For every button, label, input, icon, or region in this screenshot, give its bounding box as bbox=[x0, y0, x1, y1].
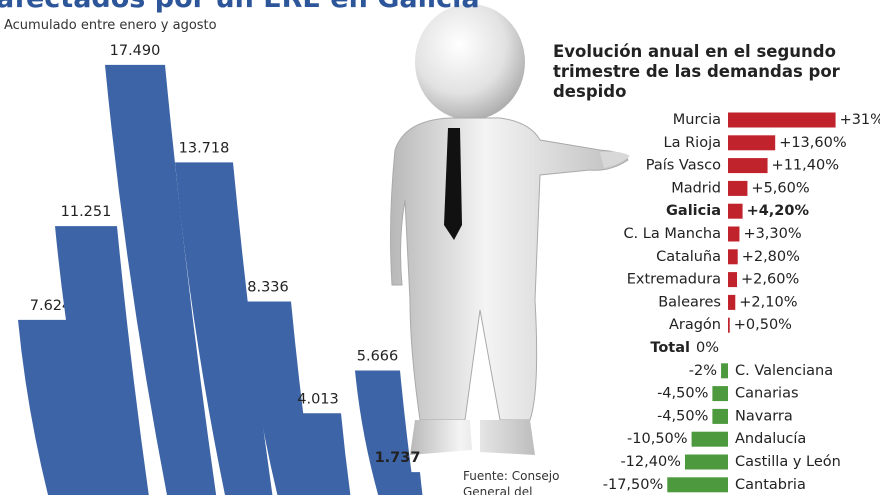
bar bbox=[728, 180, 748, 196]
bar bbox=[728, 317, 730, 333]
value-label: +2,80% bbox=[742, 249, 800, 265]
category-label: Navarra bbox=[735, 408, 793, 424]
category-label: Galicia bbox=[666, 203, 721, 219]
category-label: La Rioja bbox=[664, 135, 721, 151]
category-label: Andalucía bbox=[735, 431, 806, 447]
category-label: C. Valenciana bbox=[735, 363, 833, 379]
bar bbox=[728, 135, 776, 151]
category-label: Murcia bbox=[673, 112, 721, 128]
bar bbox=[375, 472, 423, 495]
bar bbox=[245, 301, 314, 495]
value-label: -4,50% bbox=[657, 386, 708, 402]
chart-title: Evolución anual en el segundo trimestre … bbox=[553, 42, 840, 101]
bar bbox=[728, 226, 740, 242]
chart-subtitle: Acumulado entre enero y agosto bbox=[4, 18, 217, 33]
value-label: -2% bbox=[689, 363, 717, 379]
bar bbox=[667, 477, 728, 493]
bar bbox=[728, 112, 836, 128]
category-label: Castilla y León bbox=[735, 454, 841, 470]
bar bbox=[728, 272, 738, 288]
value-label: 1.737 bbox=[375, 450, 421, 466]
value-label: +4,20% bbox=[747, 203, 810, 219]
category-label: Baleares bbox=[658, 294, 721, 310]
bar bbox=[55, 226, 149, 495]
category-label: C. La Mancha bbox=[623, 226, 721, 242]
value-label: 13.718 bbox=[179, 140, 230, 156]
category-label: País Vasco bbox=[646, 158, 721, 174]
value-label: -10,50% bbox=[627, 431, 688, 447]
value-label: 17.490 bbox=[110, 43, 161, 59]
value-label: +5,60% bbox=[751, 180, 809, 196]
figure bbox=[390, 4, 630, 455]
value-label: +3,30% bbox=[743, 226, 801, 242]
bar bbox=[295, 413, 351, 495]
category-label: Extremadura bbox=[627, 272, 721, 288]
bar bbox=[684, 454, 728, 470]
bar bbox=[728, 294, 736, 310]
value-label: 11.251 bbox=[61, 204, 112, 220]
value-label: +13,60% bbox=[779, 135, 846, 151]
bar bbox=[712, 408, 728, 424]
value-label: -17,50% bbox=[603, 477, 664, 493]
bar bbox=[728, 158, 768, 174]
category-label: Madrid bbox=[671, 180, 721, 196]
value-label: +11,40% bbox=[772, 158, 839, 174]
source-note: Fuente: Consejo General del bbox=[463, 469, 560, 495]
category-label: Cataluña bbox=[656, 249, 721, 265]
bar bbox=[728, 249, 738, 265]
category-label: Canarias bbox=[735, 386, 799, 402]
bar bbox=[721, 363, 728, 379]
value-label: 5.666 bbox=[357, 349, 399, 365]
value-label: -12,40% bbox=[620, 454, 681, 470]
value-label: +2,10% bbox=[739, 294, 797, 310]
category-label: Total bbox=[650, 340, 690, 356]
value-label: 7.624 bbox=[30, 298, 72, 314]
value-label: +2,60% bbox=[741, 272, 799, 288]
bar bbox=[728, 203, 743, 219]
bar bbox=[175, 162, 273, 495]
chart-title: afectados por un ERE en Galicia bbox=[0, 0, 480, 14]
value-label: -4,50% bbox=[657, 408, 708, 424]
bar bbox=[712, 386, 728, 402]
category-label: Aragón bbox=[669, 317, 721, 333]
value-label: 4.013 bbox=[297, 391, 339, 407]
category-label: Cantabria bbox=[735, 477, 806, 493]
bar bbox=[105, 64, 217, 495]
value-label: 8.336 bbox=[247, 280, 289, 296]
bar bbox=[691, 431, 728, 447]
value-label: +0,50% bbox=[734, 317, 792, 333]
value-label: 0% bbox=[696, 340, 719, 356]
value-label: +31% bbox=[840, 112, 880, 128]
bar bbox=[355, 370, 415, 495]
